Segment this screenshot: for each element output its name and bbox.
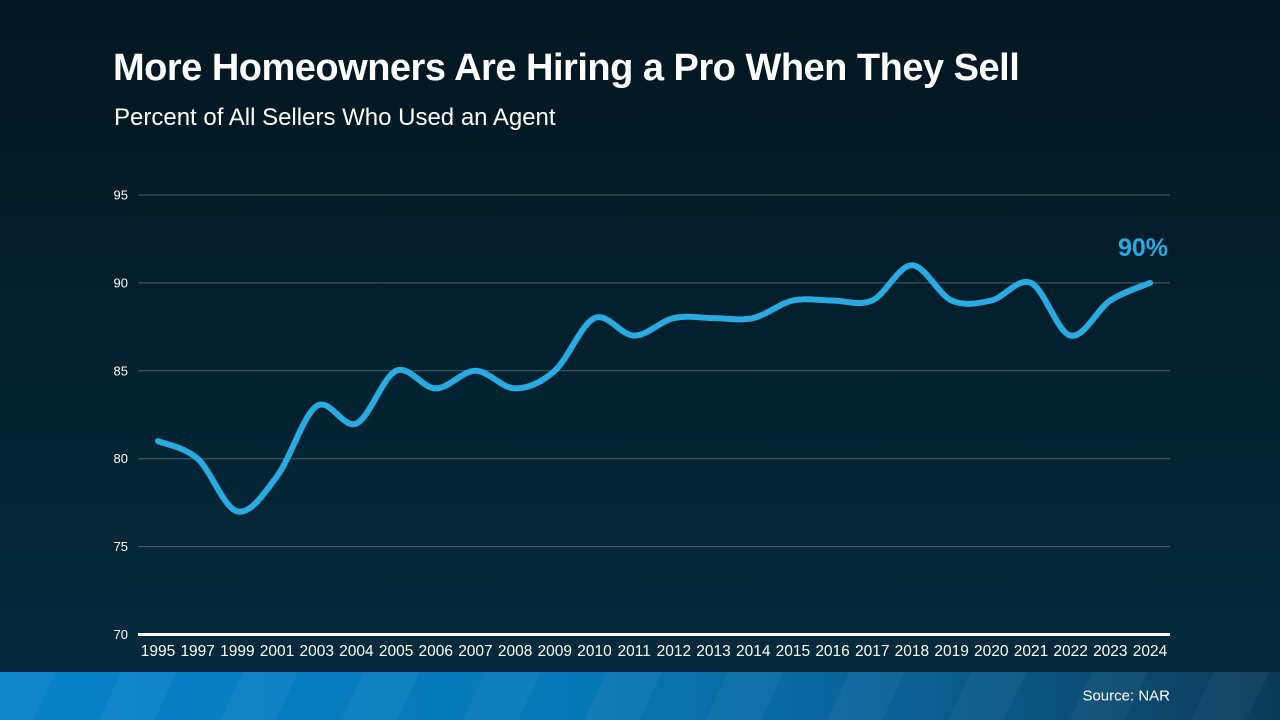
x-tick-label: 2009 [538,643,572,660]
chart-subtitle: Percent of All Sellers Who Used an Agent [114,104,556,131]
x-tick-label: 2013 [696,643,730,660]
x-tick-label: 2022 [1053,643,1087,660]
x-tick-label: 2014 [736,643,771,660]
y-tick-label: 75 [114,539,128,554]
x-tick-label: 2006 [419,643,453,660]
x-tick-label: 2001 [260,643,294,660]
trend-line [155,262,1153,515]
x-tick-label: 2010 [577,643,612,660]
x-tick-label: 2004 [339,643,374,660]
x-tick-label: 2007 [458,643,492,660]
x-tick-label: 2011 [617,643,650,660]
end-value-label: 90% [1118,234,1169,262]
x-tick-label: 2008 [498,643,532,660]
x-tick-label: 2021 [1014,643,1048,660]
x-tick-label: 2023 [1093,643,1127,660]
y-tick-label: 85 [114,363,128,378]
x-tick-label: 2024 [1133,643,1168,660]
x-tick-label: 2017 [855,643,889,660]
x-tick-label: 1997 [180,643,214,660]
x-tick-label: 2016 [815,643,849,660]
source-attribution: Source: NAR [1082,687,1170,705]
x-tick-label: 2019 [934,643,968,660]
y-tick-label: 90 [114,275,128,290]
x-tick-label: 2020 [974,643,1009,660]
x-tick-label: 2003 [299,643,333,660]
x-tick-label: 2018 [895,643,929,660]
y-tick-label: 95 [114,188,128,203]
x-tick-label: 1999 [220,643,254,660]
chart-title: More Homeowners Are Hiring a Pro When Th… [113,47,1020,89]
x-tick-label: 2015 [776,643,810,660]
x-tick-label: 1995 [141,643,175,660]
footer-bar: Source: NAR [0,672,1280,720]
x-tick-label: 2012 [657,643,691,660]
y-tick-label: 80 [114,451,128,466]
y-tick-label: 70 [114,627,128,642]
x-tick-label: 2005 [379,643,413,660]
